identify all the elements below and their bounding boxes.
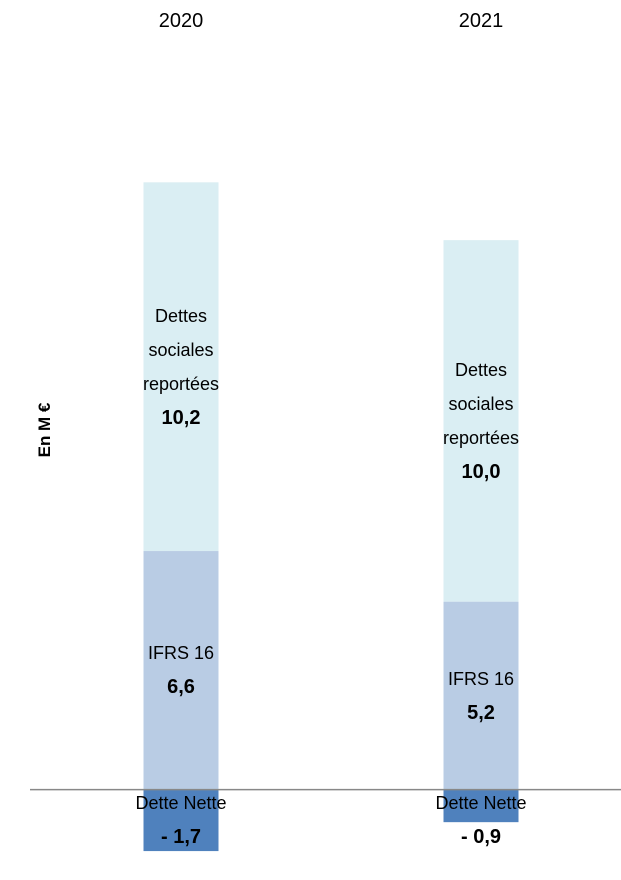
series-name: IFRS 16 <box>447 668 515 689</box>
value-label: - 0,9 <box>460 825 502 848</box>
value-label: 10,2 <box>161 406 201 429</box>
series-name: Dettes sociales reportées <box>142 305 220 394</box>
value-label: 10,0 <box>461 460 501 483</box>
x-tick-label: 2020 <box>158 10 204 32</box>
series-name: Dette Nette <box>135 792 227 813</box>
value-label: 5,2 <box>467 701 495 724</box>
segment-label: IFRS 16 5,2 <box>435 662 527 730</box>
segment-label: Dette Nette - 1,7 <box>135 786 227 854</box>
bar-segment <box>143 789 219 852</box>
bar-segment <box>443 601 519 790</box>
series-name: IFRS 16 <box>147 643 215 664</box>
segment-label: IFRS 16 6,6 <box>135 636 227 704</box>
value-label: 6,6 <box>167 676 195 699</box>
bar-segment <box>443 240 519 602</box>
x-tick-label: 2021 <box>458 10 504 32</box>
y-axis-label: En M € <box>35 402 54 458</box>
segment-label: Dette Nette - 0,9 <box>435 786 527 854</box>
segment-label: Dettes sociales reportées 10,2 <box>135 299 227 435</box>
series-name: Dette Nette <box>435 792 527 813</box>
bar-segment <box>143 551 219 790</box>
series-name: Dettes sociales reportées <box>442 359 520 448</box>
bar-segment <box>143 182 219 552</box>
value-label: - 1,7 <box>160 825 202 848</box>
segment-label: Dettes sociales reportées 10,0 <box>435 353 527 489</box>
bar-segment <box>443 789 519 823</box>
